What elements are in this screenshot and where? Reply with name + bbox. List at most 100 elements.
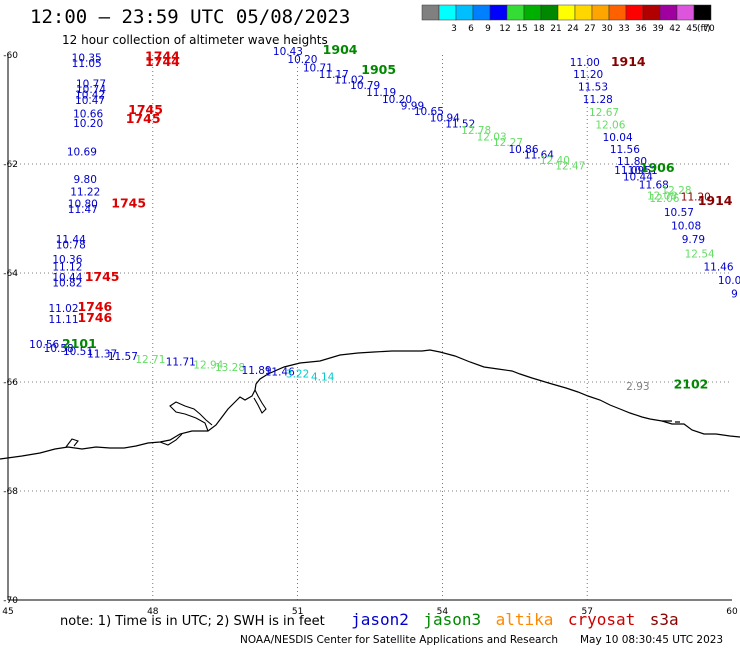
swh-label: 11.44 (56, 234, 86, 246)
colorbar-label: 45 (686, 24, 697, 34)
colorbar-swatch (540, 4, 559, 21)
swh-label: 10.20 (73, 118, 103, 130)
grid-lines (8, 55, 732, 600)
colorbar-label: 6 (468, 24, 474, 34)
chart-subtitle: 12 hour collection of altimeter wave hei… (62, 33, 328, 47)
swh-label: 12.78 (461, 125, 491, 137)
swh-label: 11.89 (242, 365, 272, 377)
pass-time-label: 1744 (145, 48, 180, 63)
colorbar-label: 42 (669, 24, 680, 34)
swh-label: 10.51 (628, 165, 658, 177)
colorbar-swatch (438, 4, 457, 21)
colorbar-label: 3 (451, 24, 457, 34)
x-tick-label: 60 (726, 607, 738, 617)
swh-label: 10.86 (508, 144, 538, 156)
colorbar-swatch (625, 4, 644, 21)
x-tick-label: 54 (437, 607, 449, 617)
swh-label: 11.53 (578, 81, 608, 93)
swh-label: 11.37 (87, 348, 117, 360)
plot-frame (7, 55, 732, 601)
colorbar-label: 18 (533, 24, 545, 34)
y-tick-label: -68 (3, 487, 18, 497)
colorbar-swatch (472, 4, 491, 21)
y-tick-label: -66 (3, 378, 18, 388)
swh-label: 10.74 (76, 84, 106, 96)
swh-label: 2.93 (626, 381, 649, 393)
credit-date: May 10 08:30:45 UTC 2023 (580, 634, 724, 646)
x-tick-label: 48 (147, 607, 159, 617)
swh-label: 10.51 (63, 346, 93, 358)
swh-label: 11.47 (68, 204, 98, 216)
swh-label: 12.06 (649, 193, 679, 205)
pass-time-label: 1744 (145, 54, 180, 69)
swh-label: 11.22 (70, 187, 100, 199)
swh-label: 12.27 (493, 137, 523, 149)
coastline-bays (65, 389, 267, 448)
swh-label: 11.20 (573, 69, 603, 81)
swh-label: 11.46 (265, 366, 295, 378)
swh-label: 11.09 (614, 165, 644, 177)
swh-label: 11.80 (617, 156, 647, 168)
island-mark (662, 420, 680, 423)
swh-label: 11.68 (639, 180, 669, 192)
pass-time-label: 1745 (128, 102, 163, 117)
pass-time-label: 2101 (62, 336, 97, 351)
colorbar-label: 36 (635, 24, 647, 34)
swh-label: 10.94 (430, 112, 460, 124)
pass-time-label: 1746 (77, 299, 112, 314)
swh-label: 11.57 (108, 351, 138, 363)
swh-label: 3.22 (286, 369, 309, 381)
colorbar-swatch (591, 4, 610, 21)
colorbar-label: 24 (567, 24, 579, 34)
axis-ticks: 45 48 51 54 57 60 -60 -62 -64 -66 -68 -70 (2, 51, 738, 617)
pass-time-label: 1904 (323, 42, 358, 57)
swh-label: 9.99 (401, 101, 424, 113)
swh-label: 11.28 (583, 94, 613, 106)
x-tick-label: 51 (292, 607, 303, 617)
colorbar-label: 27 (584, 24, 595, 34)
colorbar-label: 70 (703, 24, 715, 34)
swh-label: 10.57 (664, 207, 694, 219)
swh-label: 11.71 (166, 357, 196, 369)
y-tick-label: -64 (3, 269, 18, 279)
swh-label: 10.35 (72, 53, 102, 65)
legend-cryosat: cryosat (567, 610, 636, 629)
swh-label: 12.47 (555, 160, 585, 172)
swh-label: 10.0 (718, 275, 740, 287)
swh-label: 10.56 (29, 339, 59, 351)
colorbar-swatch (676, 4, 695, 21)
swh-label: 12.40 (540, 155, 570, 167)
colorbar-label: 39 (652, 24, 664, 34)
swh-label: 10.58 (44, 343, 74, 355)
legend-altika: altika (495, 610, 554, 629)
pass-time-label: 1905 (361, 62, 396, 77)
pass-time-label: 1745 (85, 269, 120, 284)
swh-label: 10.80 (68, 199, 98, 211)
pass-time-label: 2102 (674, 377, 709, 392)
swh-label: 10.43 (273, 46, 303, 58)
swh-label: 10.04 (603, 132, 633, 144)
swh-label: 11.05 (72, 58, 102, 70)
credit-org: NOAA/NESDIS Center for Satellite Applica… (240, 634, 558, 646)
swh-label: 13.28 (215, 362, 245, 374)
swh-label: 10.77 (76, 79, 106, 91)
y-tick-label: -62 (3, 160, 18, 170)
swh-label: 11.02 (48, 303, 78, 315)
x-tick-label: 57 (581, 607, 592, 617)
swh-label: 12.08 (647, 190, 677, 202)
swh-label: 10.65 (414, 106, 444, 118)
colorbar-swatch (574, 4, 593, 21)
colorbar-label: 12 (499, 24, 510, 34)
swh-label: 10.78 (56, 239, 86, 251)
swh-label: 10.79 (350, 80, 380, 92)
swh-label: 9 (731, 289, 738, 301)
colorbar-swatch (659, 4, 678, 21)
coastline (0, 349, 740, 460)
colorbar-unit: (ft) (697, 24, 711, 34)
colorbar-swatch (523, 4, 542, 21)
pass-time-label: 1745 (126, 111, 161, 126)
pass-time-label: 1745 (111, 196, 146, 211)
swh-label: 11.19 (366, 87, 396, 99)
swh-label: 9.80 (74, 174, 97, 186)
swh-label: 12.28 (661, 185, 691, 197)
